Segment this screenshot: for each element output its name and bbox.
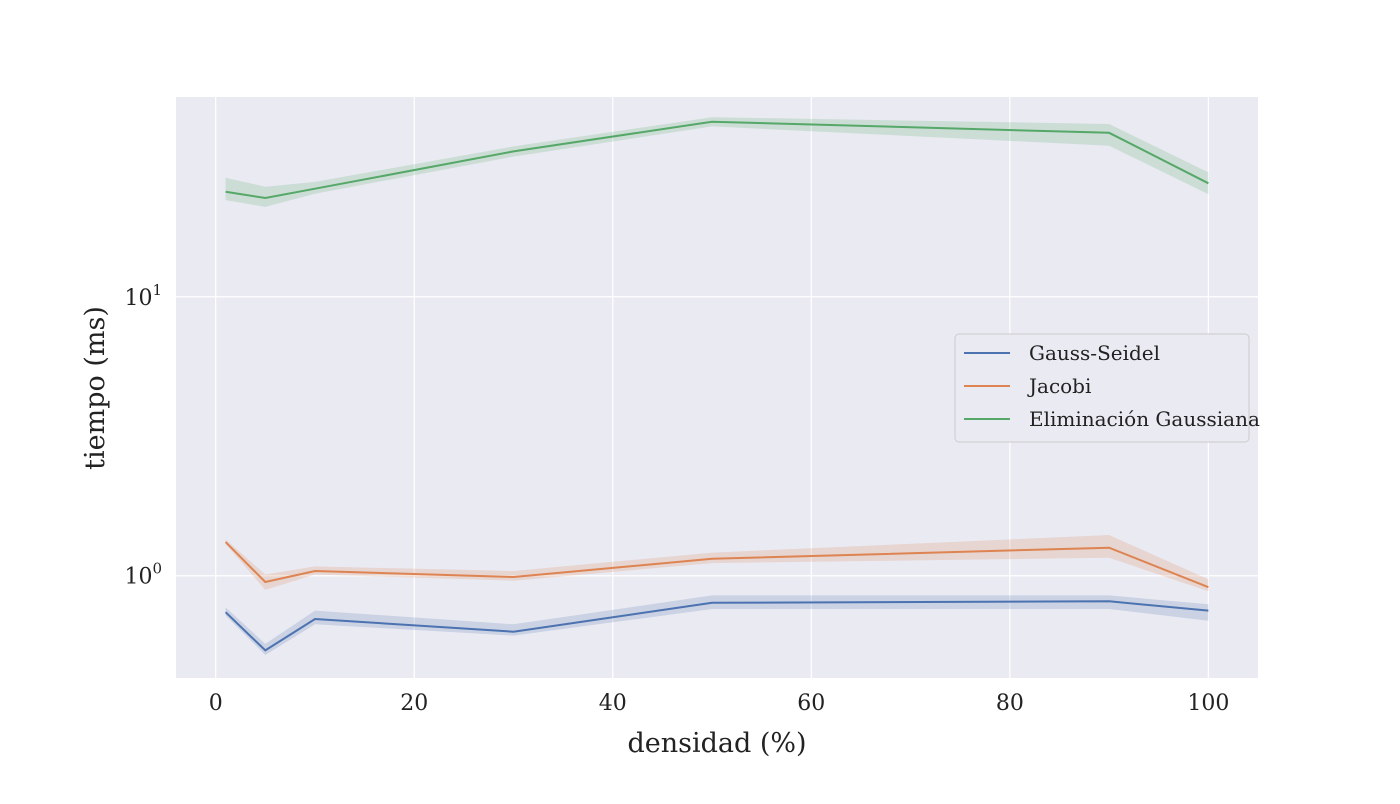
y-tick-labels: 100 101	[124, 281, 162, 590]
series-line	[224, 600, 1209, 652]
confidence-band	[225, 117, 1209, 207]
x-tick-label: 80	[996, 691, 1024, 716]
x-tick-label: 0	[209, 691, 223, 716]
series-lines	[224, 120, 1209, 652]
y-tick-label: 101	[124, 281, 162, 311]
y-axis-label: tiempo (ms)	[80, 306, 111, 470]
confidence-band	[225, 535, 1209, 592]
legend-label: Jacobi	[1027, 374, 1091, 398]
series-line	[225, 120, 1209, 200]
x-axis-label: densidad (%)	[627, 728, 806, 759]
legend-label: Gauss-Seidel	[1029, 341, 1160, 365]
x-tick-label: 40	[599, 691, 627, 716]
x-tick-label: 100	[1187, 691, 1229, 716]
y-tick-label: 100	[124, 560, 162, 590]
x-tick-label: 60	[797, 691, 825, 716]
y-gridlines	[176, 296, 1258, 577]
legend: Gauss-Seidel Jacobi Eliminación Gaussiana	[954, 333, 1260, 443]
legend-label: Eliminación Gaussiana	[1029, 407, 1260, 431]
x-tick-label: 20	[400, 691, 428, 716]
legend-box	[954, 333, 1250, 443]
x-tick-labels: 0 20 40 60 80 100	[209, 691, 1230, 716]
series-line	[224, 541, 1209, 589]
